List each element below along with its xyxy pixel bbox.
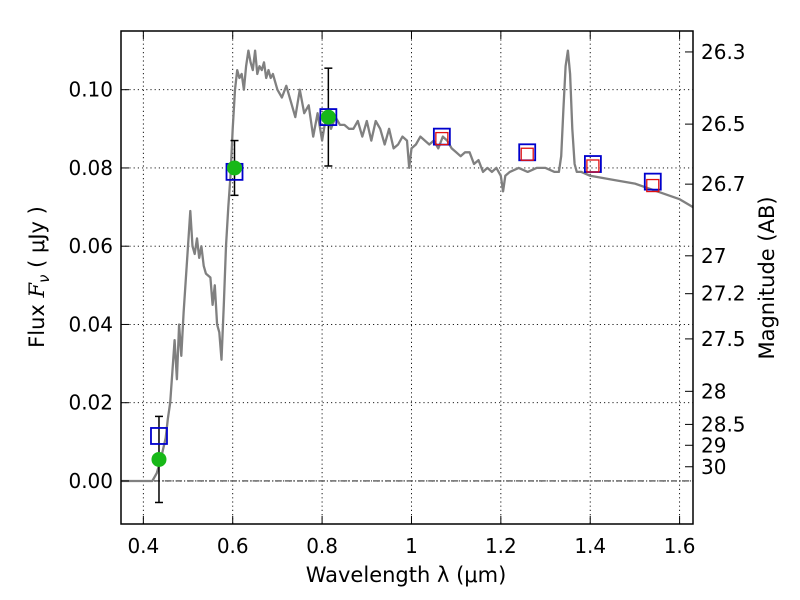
x-tick-label: 1.6 — [664, 534, 696, 558]
green-circle-marker — [151, 451, 167, 467]
y-axis-label: Flux Fν ( μJy ) — [25, 206, 53, 348]
y2-tick-label: 27.2 — [701, 282, 746, 306]
y2-tick-label: 26.5 — [701, 112, 746, 136]
blue-square-marker — [643, 172, 662, 191]
x-tick-label: 1.2 — [485, 534, 517, 558]
plot-area — [121, 49, 694, 504]
y2-tick-label: 26.7 — [701, 172, 746, 196]
y-tick-label: 0.04 — [68, 312, 113, 336]
y-tick-label: 0.08 — [68, 156, 113, 180]
y-axis-label-subscript: ν — [35, 275, 53, 283]
y-tick-label: 0.00 — [68, 469, 113, 493]
y-axis-label-prefix: Flux — [25, 298, 49, 348]
x-tick-label: 1 — [405, 534, 418, 558]
y-axis-label-symbol: F — [25, 282, 49, 299]
y-tick-label: 0.02 — [68, 391, 113, 415]
y2-tick-label: 28.5 — [701, 412, 746, 436]
blue-square-marker — [319, 108, 338, 126]
y-tick-label: 0.10 — [68, 78, 113, 102]
x-tick-label: 0.6 — [217, 534, 249, 558]
x-tick-label: 0.4 — [127, 534, 159, 558]
y2-tick-label: 28 — [701, 379, 726, 403]
blue-square-marker — [150, 427, 168, 445]
y2-tick-label: 30 — [701, 455, 726, 479]
y2-tick-label: 27 — [701, 244, 726, 268]
y-axis-label-suffix: ( μJy ) — [25, 206, 49, 274]
red-square-marker — [646, 178, 660, 193]
plot-frame — [120, 30, 694, 525]
y2-axis-label: Magnitude (AB) — [755, 196, 779, 359]
y2-tick-label: 29 — [701, 433, 726, 457]
green-circle-marker — [320, 109, 336, 125]
x-tick-label: 1.4 — [574, 534, 606, 558]
y2-tick-label: 27.5 — [701, 327, 746, 351]
red-square-marker — [586, 159, 600, 173]
svg-text:Flux Fν ( μJy ): Flux Fν ( μJy ) — [25, 206, 53, 348]
ticks: 0.4 0.6 0.8 1 1.2 1.4 1.6 0.00 0.02 0.04 0.06 0.08 0… — [68, 31, 746, 558]
x-tick-label: 0.8 — [306, 534, 338, 558]
x-axis-label: Wavelength λ (μm) — [306, 563, 507, 587]
y-tick-label: 0.06 — [68, 234, 113, 258]
red-square-marker — [435, 131, 449, 146]
y2-tick-label: 26.3 — [701, 40, 746, 64]
red-square-marker — [520, 147, 534, 161]
green-circle-marker — [227, 160, 243, 176]
